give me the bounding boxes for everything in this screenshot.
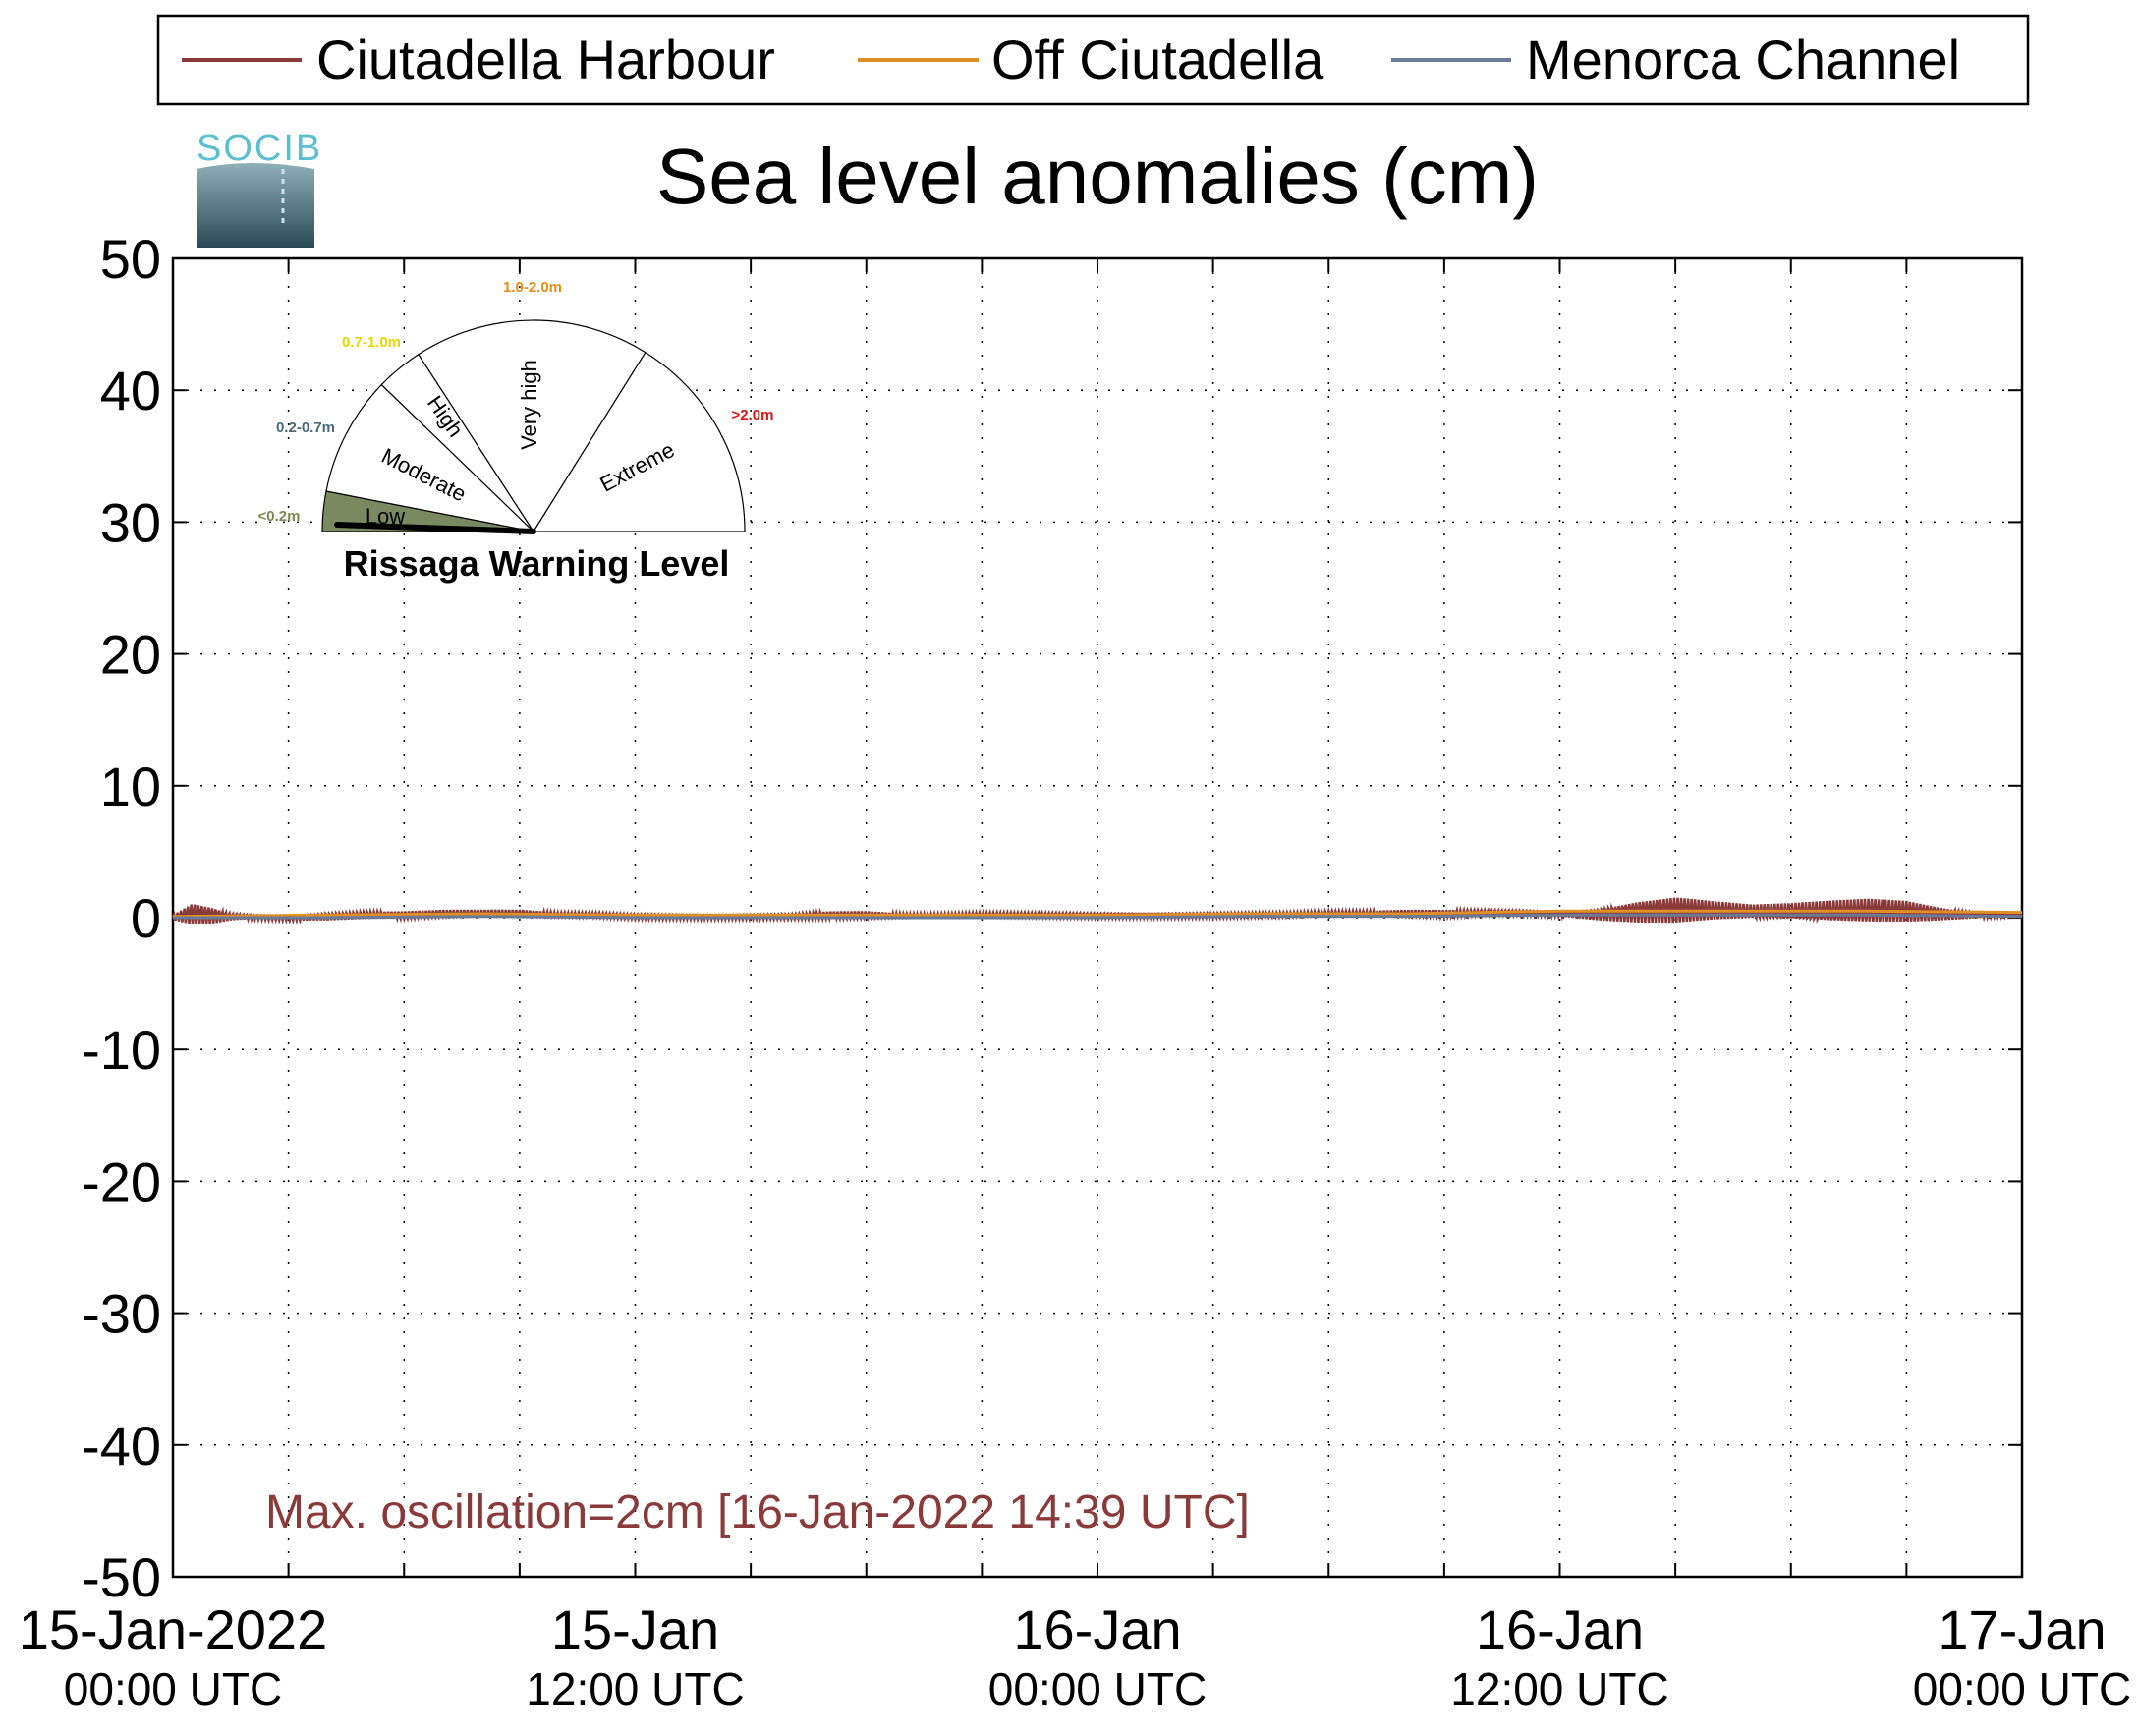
gauge-range-moderate: 0.2-0.7m: [276, 420, 335, 436]
legend-label-ciutadella-harbour: Ciutadella Harbour: [316, 28, 775, 90]
y-tick-label: -30: [82, 1283, 161, 1345]
max-oscillation-annotation: Max. oscillation=2cm [16-Jan-2022 14:39 …: [265, 1486, 1250, 1539]
axis-labels: 50403020100-10-20-30-40-5015-Jan-202200:…: [19, 228, 2131, 1714]
y-tick-label: -10: [82, 1019, 161, 1081]
gauge-range-high: 0.7-1.0m: [342, 334, 401, 351]
gauge-label-very-high: Very high: [517, 360, 541, 450]
x-tick-label-time: 00:00 UTC: [988, 1663, 1207, 1714]
y-tick-label: -50: [82, 1546, 161, 1608]
socib-logo-text: SOCIB: [197, 128, 322, 169]
gauge-label-low: Low: [366, 504, 405, 529]
legend-label-menorca-channel: Menorca Channel: [1526, 28, 1960, 90]
legend-label-off-ciutadella: Off Ciutadella: [991, 28, 1324, 90]
x-tick-label-date: 17-Jan: [1938, 1598, 2106, 1660]
gauge-range-very-high: 1.0-2.0m: [503, 279, 562, 296]
y-tick-label: 0: [131, 887, 161, 949]
y-tick-label: 40: [100, 360, 161, 421]
y-tick-label: -20: [82, 1150, 161, 1212]
socib-logo-wave-icon: [197, 163, 314, 248]
y-tick-label: 50: [100, 228, 161, 290]
legend: Ciutadella Harbour Off Ciutadella Menorc…: [156, 14, 2030, 106]
gauge-needle: [334, 522, 536, 534]
x-tick-label-date: 16-Jan: [1476, 1598, 1644, 1660]
x-tick-label-time: 12:00 UTC: [526, 1663, 744, 1714]
gauge-range-extreme: >2.0m: [732, 407, 774, 423]
series-group: [171, 897, 2024, 925]
x-tick-label-time: 00:00 UTC: [1913, 1663, 2131, 1714]
x-tick-label-date: 16-Jan: [1013, 1598, 1181, 1660]
chart-title: Sea level anomalies (cm): [656, 133, 1539, 220]
y-tick-label: 30: [100, 491, 161, 553]
socib-logo: SOCIB: [197, 128, 322, 248]
y-tick-label: -40: [82, 1415, 161, 1477]
gauge-range-low: <0.2m: [258, 508, 301, 525]
x-tick-label-date: 15-Jan-2022: [19, 1598, 327, 1660]
x-tick-label-time: 00:00 UTC: [64, 1663, 282, 1714]
y-tick-label: 20: [100, 624, 161, 686]
gauge-sector-extreme: [532, 351, 746, 532]
series-line-menorca-channel: [173, 913, 2023, 920]
gauge-sector-moderate: [325, 383, 535, 532]
axis-ticks: [172, 257, 2023, 1578]
gauge-sector-very-high: [418, 319, 647, 533]
series-line-off-ciutadella: [172, 909, 2023, 919]
gauge-title: Rissaga Warning Level: [344, 543, 730, 584]
y-tick-label: 10: [100, 756, 161, 817]
x-tick-label-date: 15-Jan: [551, 1598, 719, 1660]
legend-box: [156, 14, 2030, 106]
x-tick-label-time: 12:00 UTC: [1450, 1663, 1668, 1714]
